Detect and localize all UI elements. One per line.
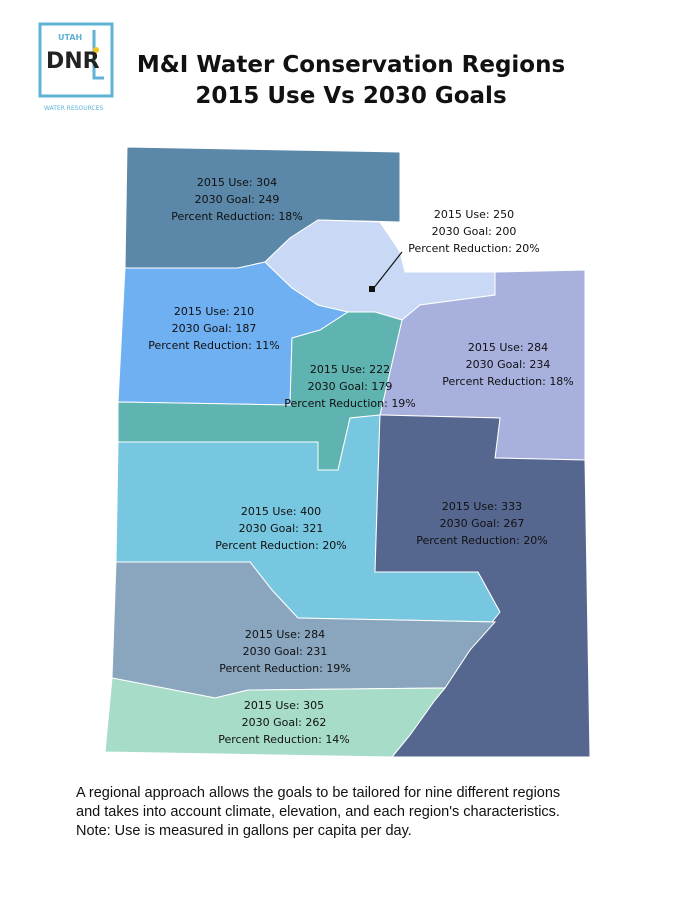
region-south bbox=[104, 677, 447, 758]
footnote-line-1: A regional approach allows the goals to … bbox=[76, 785, 561, 801]
label-south-east-goal: 2030 Goal: 267 bbox=[440, 517, 525, 530]
page-title: M&I Water Conservation Regions 2015 Use … bbox=[118, 50, 584, 112]
label-south-use: 2015 Use: 305 bbox=[244, 699, 324, 712]
label-north-west-goal: 2030 Goal: 249 bbox=[195, 193, 280, 206]
label-south-central: 2015 Use: 400 2030 Goal: 321 Percent Red… bbox=[215, 505, 347, 552]
label-south-central-use: 2015 Use: 400 bbox=[241, 505, 321, 518]
label-south-west: 2015 Use: 284 2030 Goal: 231 Percent Red… bbox=[219, 628, 351, 675]
label-south: 2015 Use: 305 2030 Goal: 262 Percent Red… bbox=[218, 699, 350, 746]
logo-top-text: UTAH bbox=[58, 33, 82, 42]
title-line-1: M&I Water Conservation Regions bbox=[136, 52, 566, 78]
label-north-east-reduction: Percent Reduction: 18% bbox=[442, 375, 574, 388]
label-west-central-goal: 2030 Goal: 187 bbox=[172, 322, 257, 335]
title-line-2: 2015 Use Vs 2030 Goals bbox=[195, 83, 507, 109]
label-south-central-goal: 2030 Goal: 321 bbox=[239, 522, 324, 535]
label-central-use: 2015 Use: 222 bbox=[310, 363, 390, 376]
logo-main-text: DNR bbox=[46, 49, 100, 74]
region-labels: 2015 Use: 304 2030 Goal: 249 Percent Red… bbox=[148, 176, 574, 746]
label-south-goal: 2030 Goal: 262 bbox=[242, 716, 327, 729]
label-south-reduction: Percent Reduction: 14% bbox=[218, 733, 350, 746]
label-west-central-reduction: Percent Reduction: 11% bbox=[148, 339, 280, 352]
label-north-central-use: 2015 Use: 250 bbox=[434, 208, 514, 221]
label-south-east-reduction: Percent Reduction: 20% bbox=[416, 534, 548, 547]
logo-bottom-text: WATER RESOURCES bbox=[44, 105, 104, 112]
logo-river-icon bbox=[92, 30, 104, 80]
label-central-goal: 2030 Goal: 179 bbox=[308, 380, 393, 393]
logo-accent-icon bbox=[93, 47, 99, 53]
label-central: 2015 Use: 222 2030 Goal: 179 Percent Red… bbox=[284, 363, 416, 410]
label-west-central: 2015 Use: 210 2030 Goal: 187 Percent Red… bbox=[148, 305, 280, 352]
label-south-west-reduction: Percent Reduction: 19% bbox=[219, 662, 351, 675]
label-north-central-goal: 2030 Goal: 200 bbox=[432, 225, 517, 238]
label-north-west-reduction: Percent Reduction: 18% bbox=[171, 210, 303, 223]
north-central-marker bbox=[369, 286, 375, 292]
label-north-east-goal: 2030 Goal: 234 bbox=[466, 358, 551, 371]
logo-border bbox=[38, 22, 114, 98]
label-south-east: 2015 Use: 333 2030 Goal: 267 Percent Red… bbox=[416, 500, 548, 547]
utah-dnr-logo: UTAH DNR WATER RESOURCES bbox=[38, 22, 114, 112]
footnote-line-3: Note: Use is measured in gallons per cap… bbox=[76, 823, 412, 839]
label-south-west-goal: 2030 Goal: 231 bbox=[243, 645, 328, 658]
footnote: A regional approach allows the goals to … bbox=[76, 784, 636, 841]
label-south-central-reduction: Percent Reduction: 20% bbox=[215, 539, 347, 552]
label-central-reduction: Percent Reduction: 19% bbox=[284, 397, 416, 410]
label-north-east: 2015 Use: 284 2030 Goal: 234 Percent Red… bbox=[442, 341, 574, 388]
north-central-leader-line bbox=[372, 251, 403, 290]
label-north-east-use: 2015 Use: 284 bbox=[468, 341, 548, 354]
label-north-central: 2015 Use: 250 2030 Goal: 200 Percent Red… bbox=[408, 208, 540, 255]
label-west-central-use: 2015 Use: 210 bbox=[174, 305, 254, 318]
label-north-central-reduction: Percent Reduction: 20% bbox=[408, 242, 540, 255]
label-south-east-use: 2015 Use: 333 bbox=[442, 500, 522, 513]
label-north-west: 2015 Use: 304 2030 Goal: 249 Percent Red… bbox=[171, 176, 303, 223]
label-north-west-use: 2015 Use: 304 bbox=[197, 176, 277, 189]
footnote-line-2: and takes into account climate, elevatio… bbox=[76, 804, 560, 820]
label-south-west-use: 2015 Use: 284 bbox=[245, 628, 325, 641]
